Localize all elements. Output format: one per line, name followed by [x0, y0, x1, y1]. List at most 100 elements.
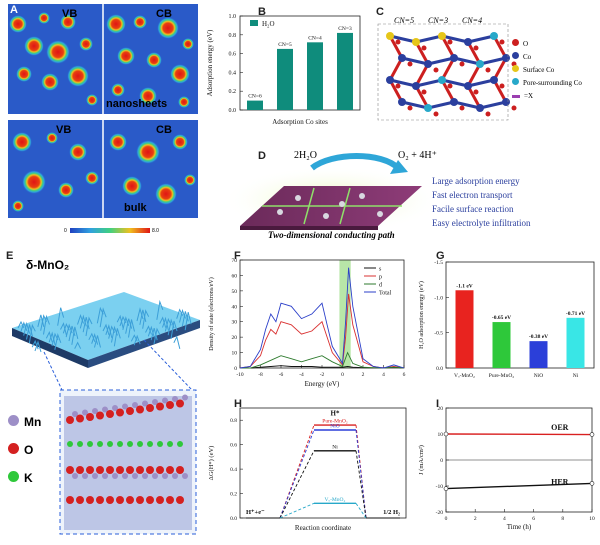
bar-2 [307, 42, 323, 110]
atom-o [156, 466, 164, 474]
atom-o [106, 410, 114, 418]
atom [386, 32, 394, 40]
density-blob [85, 171, 99, 185]
panel-i-chart: 0 2 4 6 8 10 -20 -10 0 10 20 OER HER Time (h) J (mA/cm… [418, 406, 595, 531]
atom-o [66, 416, 74, 424]
density-blob [79, 37, 93, 51]
atom-o [176, 466, 184, 474]
bond [492, 35, 508, 59]
nanosheet-spike [28, 323, 36, 344]
density-blob [58, 182, 74, 198]
atom [395, 39, 401, 45]
atom-k [87, 441, 93, 447]
nanosheet-spike [162, 316, 169, 331]
x-tick-label: 10 [589, 516, 595, 522]
density-blob [155, 183, 177, 205]
nanosheet-spike [99, 307, 107, 328]
atom [502, 98, 510, 106]
y-axis-label: Adsorption energy (eV) [206, 29, 214, 96]
panel-d-label: D [258, 150, 266, 162]
dos-line-p [239, 293, 405, 369]
x-tick-label: -4 [299, 372, 304, 378]
nanosheet-spike [133, 334, 141, 346]
atom-mn [102, 473, 108, 479]
bond [479, 56, 507, 66]
x-tick-label: Pure-MnO₂ [489, 373, 515, 379]
x-axis-label: Adsorption Co sites [272, 118, 328, 126]
atom [386, 76, 394, 84]
nanosheet-spike [105, 324, 113, 338]
x-axis-label: Reaction coordinate [295, 524, 351, 532]
atom-mn [142, 400, 148, 407]
atom-o [136, 466, 144, 474]
x-tick-label: -2 [320, 372, 325, 378]
atom [502, 54, 510, 62]
y-axis-label: ΔG(H*) (eV) [208, 446, 215, 481]
bond [388, 57, 404, 81]
y-tick-label: 0.0 [229, 108, 237, 114]
bond [467, 34, 495, 44]
bond [453, 100, 481, 110]
bond [401, 56, 429, 66]
atom [407, 105, 413, 111]
atom-o [116, 496, 124, 504]
nanosheet-spike [170, 320, 178, 340]
panel-e-label: E [6, 250, 14, 262]
atom [464, 82, 472, 90]
y-tick-label: 0.0 [230, 516, 237, 522]
nanosheet-spike [34, 340, 42, 353]
atom [407, 61, 413, 67]
panel-e-illustration [12, 292, 200, 535]
nanosheet-spike [184, 312, 192, 331]
cn4-label: CN=4 [462, 16, 483, 25]
y-tick-label: 0.4 [229, 70, 237, 76]
density-blob [16, 66, 32, 82]
end-label: 1/2 H₂ [383, 509, 400, 516]
dos-line-total [239, 267, 405, 369]
panel-h-label: H [234, 398, 242, 410]
panel-d: D 2H₂O O₂ + 4H⁺ Large adsorption energy … [202, 146, 598, 242]
series-label: OER [551, 423, 569, 432]
legend-label: H₂O [262, 20, 275, 28]
atom-o [116, 466, 124, 474]
atom-mn [102, 406, 108, 413]
y-tick-label: 10 [232, 351, 238, 357]
y-tick-label: 40 [232, 304, 238, 310]
panel-d-feature-list: Large adsorption energy Fast electron tr… [432, 174, 530, 230]
panel-d-caption: Two-dimensional conducting path [268, 230, 395, 240]
marker [589, 432, 595, 437]
bond [466, 63, 482, 87]
nanosheet-spike [85, 316, 93, 337]
panel-f-chart: -10 -8 -6 -4 -2 0 2 4 6010203040506070spdTotalEn… [208, 258, 406, 388]
label-bulk: bulk [124, 202, 147, 214]
atom-mn [112, 405, 118, 411]
color-scale-bar [70, 228, 150, 233]
x-tick-label: 4 [503, 516, 506, 522]
transition-2 [355, 450, 367, 519]
y-tick-label: 10 [438, 432, 444, 438]
atom [412, 38, 420, 46]
feature-item: Large adsorption energy [432, 176, 520, 186]
atom [424, 104, 432, 112]
atom-o [96, 466, 104, 474]
bar-2 [529, 341, 548, 368]
scale-max: 8.0 [152, 228, 159, 234]
atom-mn [182, 394, 188, 401]
atom-mn [162, 473, 168, 479]
fermi-band [339, 260, 351, 368]
y-tick-label: 0 [234, 366, 237, 372]
atom [485, 111, 491, 117]
x-tick-label: 6 [403, 372, 406, 378]
density-blob [60, 14, 76, 30]
feature-item: Fast electron transport [432, 190, 513, 200]
density-blob [157, 17, 179, 39]
density-blob [182, 38, 194, 50]
density-blob [69, 143, 87, 161]
y-tick-label: 70 [232, 258, 238, 264]
her-line [445, 482, 593, 490]
legend-o: O [8, 436, 41, 464]
bond [415, 78, 443, 88]
atom-mn [82, 473, 88, 479]
atom-o [146, 404, 154, 412]
